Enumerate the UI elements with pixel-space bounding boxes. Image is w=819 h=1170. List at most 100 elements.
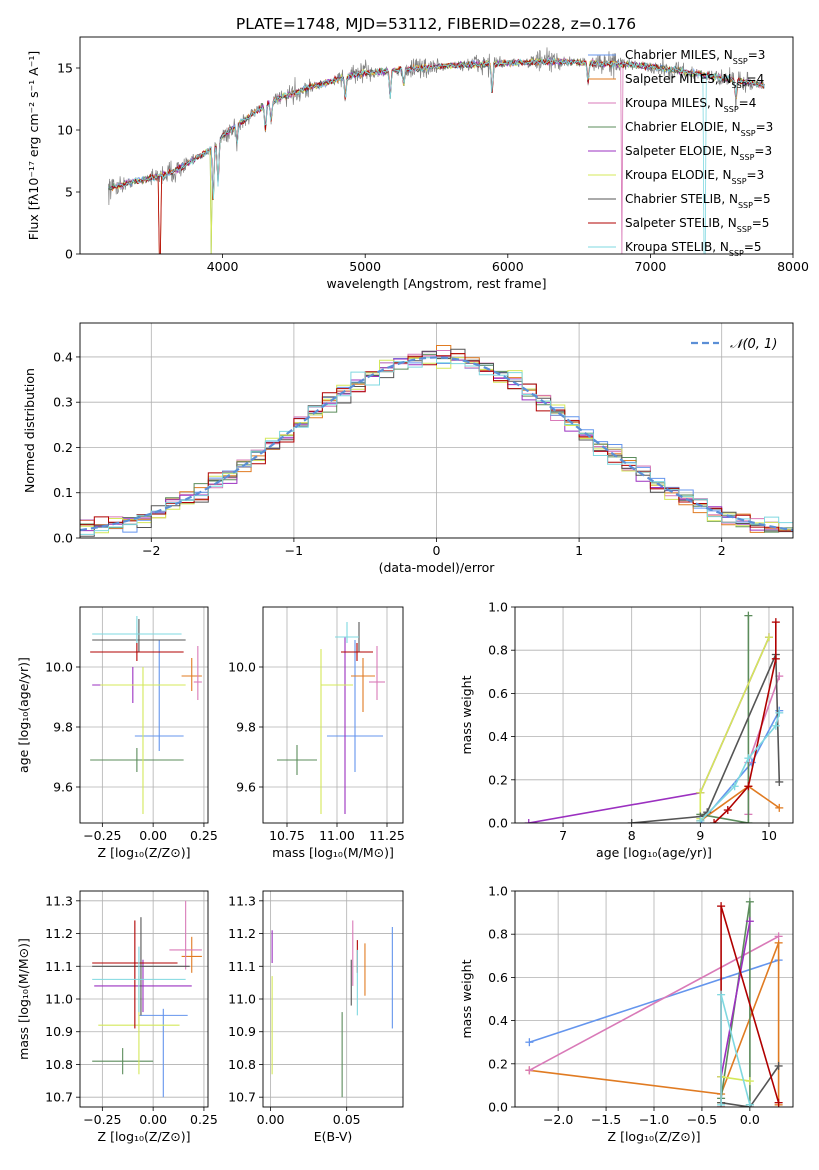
x-tick-label: 0.0 (740, 1112, 760, 1127)
x-tick-label: 0.25 (190, 1112, 218, 1127)
weight-marker (771, 654, 780, 663)
x-tick-label: 0.00 (139, 828, 167, 843)
y-tick-label: 0.8 (488, 643, 508, 658)
weight-marker (764, 633, 773, 642)
mass-vs-z-axes: −0.25 0.00 0.25 10.7 10.8 10.9 11.0 11.1 11.2 11.… (16, 890, 218, 1144)
spectrum-model-line (113, 58, 765, 254)
weight-marker (627, 819, 636, 823)
spectrum-axes: 4000 5000 6000 7000 8000 0 5 10 15 wavelength [An… (26, 36, 809, 291)
error-bar-point (335, 622, 359, 643)
y-tick-label: 10.8 (228, 1057, 256, 1072)
x-tick-label: 4000 (207, 259, 239, 274)
error-bar-point (90, 748, 184, 772)
weight-marker (775, 803, 784, 812)
error-bar-point (92, 946, 186, 1013)
error-bar-point (341, 643, 373, 661)
weight-marker (730, 782, 739, 791)
weight-marker (717, 990, 726, 999)
y-tick-label: 0.0 (488, 816, 508, 831)
error-bar-point (181, 658, 202, 691)
weight-marker (696, 816, 705, 823)
weight-marker (717, 902, 726, 911)
x-tick-label: 7000 (634, 259, 666, 274)
y-tick-label: 11.1 (45, 959, 73, 974)
y-tick-label: 11.1 (228, 959, 256, 974)
y-axis-label: mass [log₁₀(M/M⊙)] (16, 938, 31, 1060)
y-tick-label: 11.2 (228, 926, 256, 941)
weight-marker (744, 782, 753, 791)
y-tick-label: 0.6 (488, 970, 508, 985)
y-axis-label: Normed distribution (22, 368, 37, 493)
weight-vs-z-frame (514, 890, 794, 1108)
x-tick-label: 10 (761, 828, 777, 843)
y-tick-label: 9.6 (236, 780, 256, 795)
y-tick-label: 11.3 (228, 893, 256, 908)
residuals-frame (79, 322, 794, 539)
weight-marker (745, 1077, 754, 1086)
y-tick-label: 1.0 (488, 600, 508, 615)
y-axis-label: Flux [fλ10⁻¹⁷ erg cm⁻² s⁻¹ A⁻¹] (26, 51, 41, 240)
y-tick-label: 10.0 (228, 660, 256, 675)
legend-entry: Chabrier STELIB, NSSP=5 (625, 192, 771, 210)
x-axis-label: E(B-V) (314, 1129, 353, 1144)
error-bar-point (369, 646, 385, 700)
y-tick-label: 11.0 (45, 992, 73, 1007)
x-tick-label: 0.25 (190, 828, 218, 843)
mass-vs-ebv-axes: 0.00 0.05 10.7 10.8 10.9 11.0 11.1 11.2 11.3 E(B-… (228, 890, 404, 1144)
y-tick-label: 0.0 (53, 531, 73, 546)
legend-entry: Salpeter MILES, NSSP=4 (625, 72, 764, 90)
weight-series-line (699, 636, 770, 819)
y-tick-label: 1.0 (488, 884, 508, 899)
y-tick-label: 10.0 (45, 660, 73, 675)
legend-entry: Kroupa ELODIE, NSSP=3 (625, 168, 764, 186)
age-vs-z-axes: −0.25 0.00 0.25 9.6 9.8 10.0 Z [log₁₀(Z/Z⊙)] ag… (16, 606, 218, 860)
residuals-plot-area (80, 323, 793, 538)
x-axis-label: age [log₁₀(age/yr)] (596, 845, 712, 860)
weight-marker (723, 806, 732, 815)
y-tick-label: 10.7 (45, 1090, 73, 1105)
y-tick-label: 0.2 (488, 1056, 508, 1071)
age-vs-mass-axes: 10.75 11.00 11.25 9.6 9.8 10.0 mass [log₁₀(M/M… (228, 606, 405, 860)
y-tick-label: 0.4 (488, 729, 508, 744)
error-bar-point (169, 900, 202, 970)
legend-entry: Kroupa MILES, NSSP=4 (625, 96, 756, 114)
y-tick-label: 0.8 (488, 927, 508, 942)
mass-vs-ebv-plot-area (263, 891, 403, 1107)
error-bar-point (277, 745, 317, 775)
spectrum-frame (79, 36, 794, 255)
x-tick-label: 11.25 (369, 828, 405, 843)
weight-vs-age-axes: 7 8 9 10 0.0 0.2 0.4 0.6 0.8 1.0 age [log₁₀(age/yr… (459, 600, 794, 860)
x-tick-label: −1.5 (591, 1112, 621, 1127)
y-tick-label: 0 (65, 247, 73, 262)
weight-marker (525, 1066, 534, 1075)
residuals-axes: −2 −1 0 1 2 0.0 0.1 0.2 0.3 0.4 (data-model)/error… (22, 322, 794, 575)
y-tick-label: 10.8 (45, 1057, 73, 1072)
x-tick-label: 0.00 (257, 1112, 285, 1127)
weight-marker (771, 721, 780, 730)
weight-marker (775, 777, 784, 786)
x-tick-label: 6000 (492, 259, 524, 274)
y-tick-label: 10.9 (45, 1024, 73, 1039)
mass-vs-z-plot-area (80, 891, 208, 1107)
weight-marker (744, 754, 753, 763)
weight-marker (775, 708, 784, 717)
spectrum-legend: Chabrier MILES, NSSP=3 Salpeter MILES, NS… (588, 48, 773, 258)
error-bar-point (94, 959, 192, 1013)
weight-marker (774, 932, 783, 941)
y-tick-label: 5 (65, 185, 73, 200)
error-bar-point (320, 649, 353, 814)
x-tick-label: 8000 (777, 259, 809, 274)
age-vs-z-plot-area (80, 607, 208, 823)
weight-marker (745, 917, 754, 926)
x-tick-label: 1 (575, 543, 583, 558)
weight-marker (710, 819, 719, 823)
weight-series-line (713, 622, 777, 823)
x-axis-label: Z [log₁₀(Z/Z⊙)] (98, 1129, 191, 1144)
y-tick-label: 15 (57, 61, 73, 76)
error-bar-point (92, 917, 190, 1016)
mass-vs-ebv-frame (262, 890, 404, 1108)
y-tick-label: 10.9 (228, 1024, 256, 1039)
x-tick-label: −0.25 (83, 828, 121, 843)
x-axis-label: Z [log₁₀(Z/Z⊙)] (608, 1129, 701, 1144)
